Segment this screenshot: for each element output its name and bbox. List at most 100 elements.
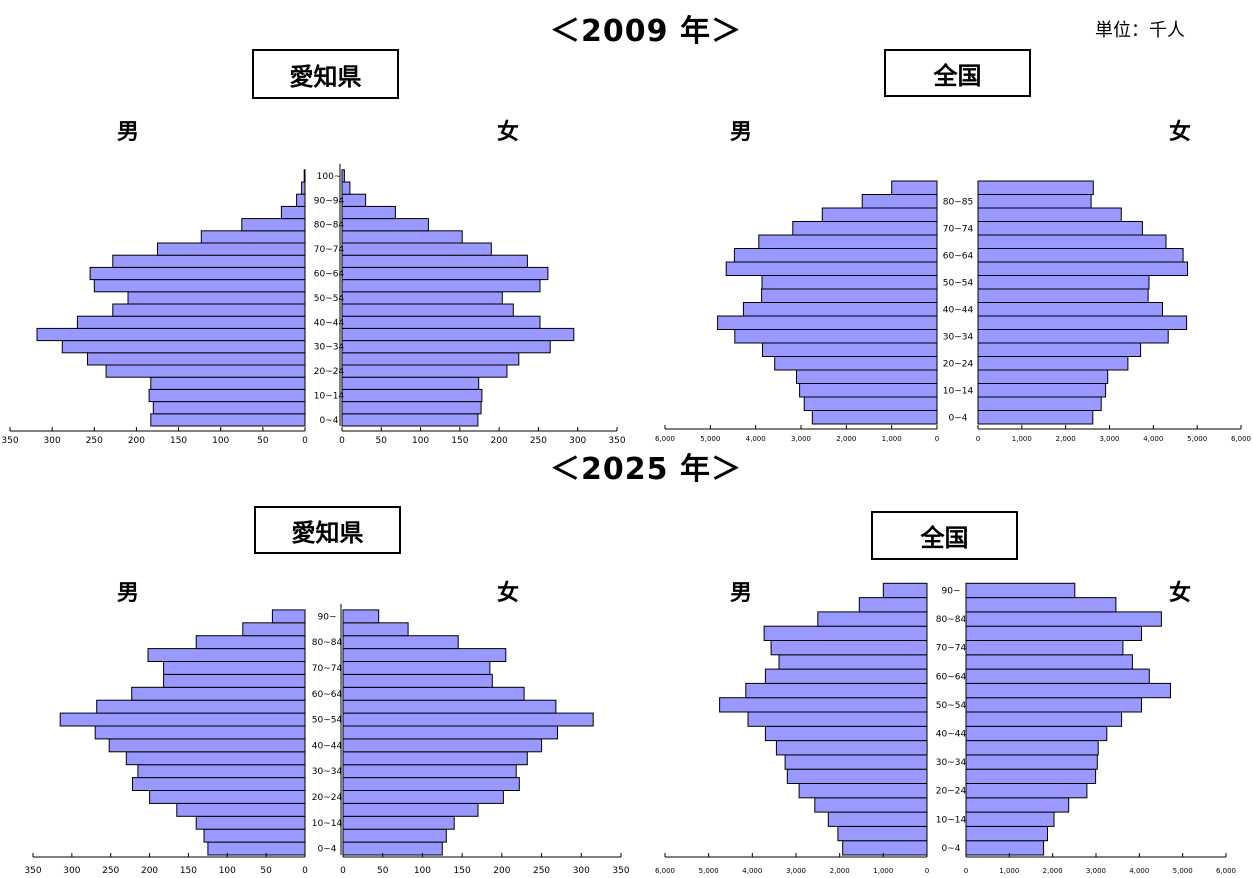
bar-male-100~ — [303, 169, 306, 183]
age-label-0~4: 0~4 — [949, 413, 968, 423]
male-tick-label: 0 — [302, 436, 308, 446]
male-tick-label: 200 — [128, 436, 145, 446]
male-tick-label: 200 — [141, 866, 158, 876]
bar-male-30~34 — [784, 754, 928, 770]
age-label-70~74: 70~74 — [312, 664, 343, 674]
bar-male-70~74 — [770, 640, 928, 656]
male-tick-label: 5,000 — [700, 435, 720, 443]
age-label-40~44: 40~44 — [936, 729, 967, 739]
female-tick-label: 250 — [530, 436, 547, 446]
bar-male-55~59 — [745, 682, 928, 699]
age-label-80~85: 80~85 — [943, 197, 973, 207]
age-label-60~64: 60~64 — [936, 672, 967, 682]
age-label-30~34: 30~34 — [314, 343, 345, 353]
male-tick-label: 300 — [44, 436, 61, 446]
bar-male-80~84 — [817, 611, 928, 627]
age-label-90~94: 90~94 — [314, 196, 345, 206]
male-tick-label: 150 — [180, 866, 197, 876]
age-label-60~64: 60~64 — [312, 690, 343, 700]
bar-female-60~64 — [965, 668, 1150, 684]
female-tick-label: 3,000 — [1086, 867, 1106, 875]
bar-male-50~54 — [719, 697, 928, 713]
female-tick-label: 6,000 — [1216, 867, 1236, 875]
region-title-national-2009: 全国 — [884, 49, 1031, 97]
bar-female-5~9 — [965, 825, 1048, 842]
female-tick-label: 200 — [491, 436, 508, 446]
age-label-70~74: 70~74 — [943, 224, 974, 234]
age-label-80~84: 80~84 — [936, 615, 967, 625]
female-tick-label: 6,000 — [1231, 435, 1251, 443]
female-tick-label: 300 — [573, 866, 590, 876]
male-tick-label: 2,000 — [836, 435, 856, 443]
male-tick-label: 250 — [102, 866, 119, 876]
region-title-aichi-2025: 愛知県 — [254, 506, 401, 554]
bar-female-25~29 — [965, 768, 1097, 785]
male-tick-label: 350 — [24, 866, 41, 876]
male-tick-label: 4,000 — [742, 867, 762, 875]
female-tick-label: 50 — [376, 436, 388, 446]
age-label-20~24: 20~24 — [312, 793, 343, 803]
female-tick-label: 350 — [612, 866, 629, 876]
bar-female-75~79 — [965, 625, 1142, 642]
age-label-50~54: 50~54 — [943, 278, 974, 288]
age-label-10~14: 10~14 — [943, 386, 974, 396]
bar-male-45~49 — [747, 711, 928, 727]
female-tick-label: 0 — [964, 867, 968, 875]
unit-label: 単位：千人 — [1095, 20, 1185, 41]
bar-female-100~ — [341, 169, 345, 183]
female-tick-label: 50 — [377, 866, 389, 876]
female-label-national-2009: 女 — [1169, 120, 1192, 145]
male-tick-label: 6,000 — [655, 867, 675, 875]
female-tick-label: 0 — [976, 435, 980, 443]
male-tick-label: 4,000 — [746, 435, 766, 443]
bar-male-65~69 — [778, 654, 928, 670]
bar-female-90~ — [342, 609, 380, 624]
bar-male-20~24 — [798, 783, 928, 799]
age-label-20~24: 20~24 — [943, 359, 974, 369]
age-label-90~: 90~ — [318, 612, 337, 622]
bar-female-90~ — [965, 582, 1076, 599]
female-tick-label: 0 — [340, 866, 346, 876]
age-label-10~14: 10~14 — [936, 815, 967, 825]
male-tick-label: 2,000 — [830, 867, 850, 875]
male-tick-label: 50 — [260, 866, 272, 876]
male-tick-label: 350 — [1, 436, 18, 446]
female-tick-label: 250 — [533, 866, 550, 876]
male-tick-label: 3,000 — [791, 435, 811, 443]
age-label-10~14: 10~14 — [314, 392, 345, 402]
bar-male-85~89 — [858, 597, 928, 613]
bar-female-85~89 — [965, 597, 1117, 613]
female-label-aichi-2025: 女 — [497, 581, 520, 606]
bar-male-0~4 — [842, 840, 928, 856]
bar-female-85~89 — [341, 205, 396, 220]
age-label-20~24: 20~24 — [314, 367, 345, 377]
year-title-2009: ＜2009 年＞ — [550, 14, 742, 49]
male-label-aichi-2025: 男 — [117, 581, 140, 606]
male-tick-label: 0 — [302, 866, 308, 876]
male-tick-label: 100 — [219, 866, 236, 876]
age-label-50~54: 50~54 — [314, 294, 345, 304]
bar-female-85~ — [977, 180, 1094, 195]
age-label-30~34: 30~34 — [936, 758, 967, 768]
bar-male-60~64 — [764, 668, 928, 684]
age-label-90~: 90~ — [942, 586, 961, 596]
male-tick-label: 150 — [170, 436, 187, 446]
age-label-100~: 100~ — [317, 172, 342, 182]
bar-female-0~4 — [965, 840, 1045, 856]
bar-male-90~ — [271, 609, 306, 624]
female-tick-label: 4,000 — [1129, 867, 1149, 875]
female-tick-label: 150 — [451, 436, 468, 446]
bar-female-20~24 — [965, 783, 1088, 799]
male-tick-label: 5,000 — [699, 867, 719, 875]
male-label-national-2009: 男 — [730, 120, 753, 145]
female-tick-label: 200 — [493, 866, 510, 876]
bar-female-15~19 — [965, 797, 1070, 813]
bar-male-40~44 — [764, 725, 928, 742]
female-tick-label: 300 — [569, 436, 586, 446]
age-label-0~4: 0~4 — [318, 845, 337, 855]
age-label-50~54: 50~54 — [936, 701, 967, 711]
male-tick-label: 100 — [212, 436, 229, 446]
female-tick-label: 0 — [339, 436, 345, 446]
